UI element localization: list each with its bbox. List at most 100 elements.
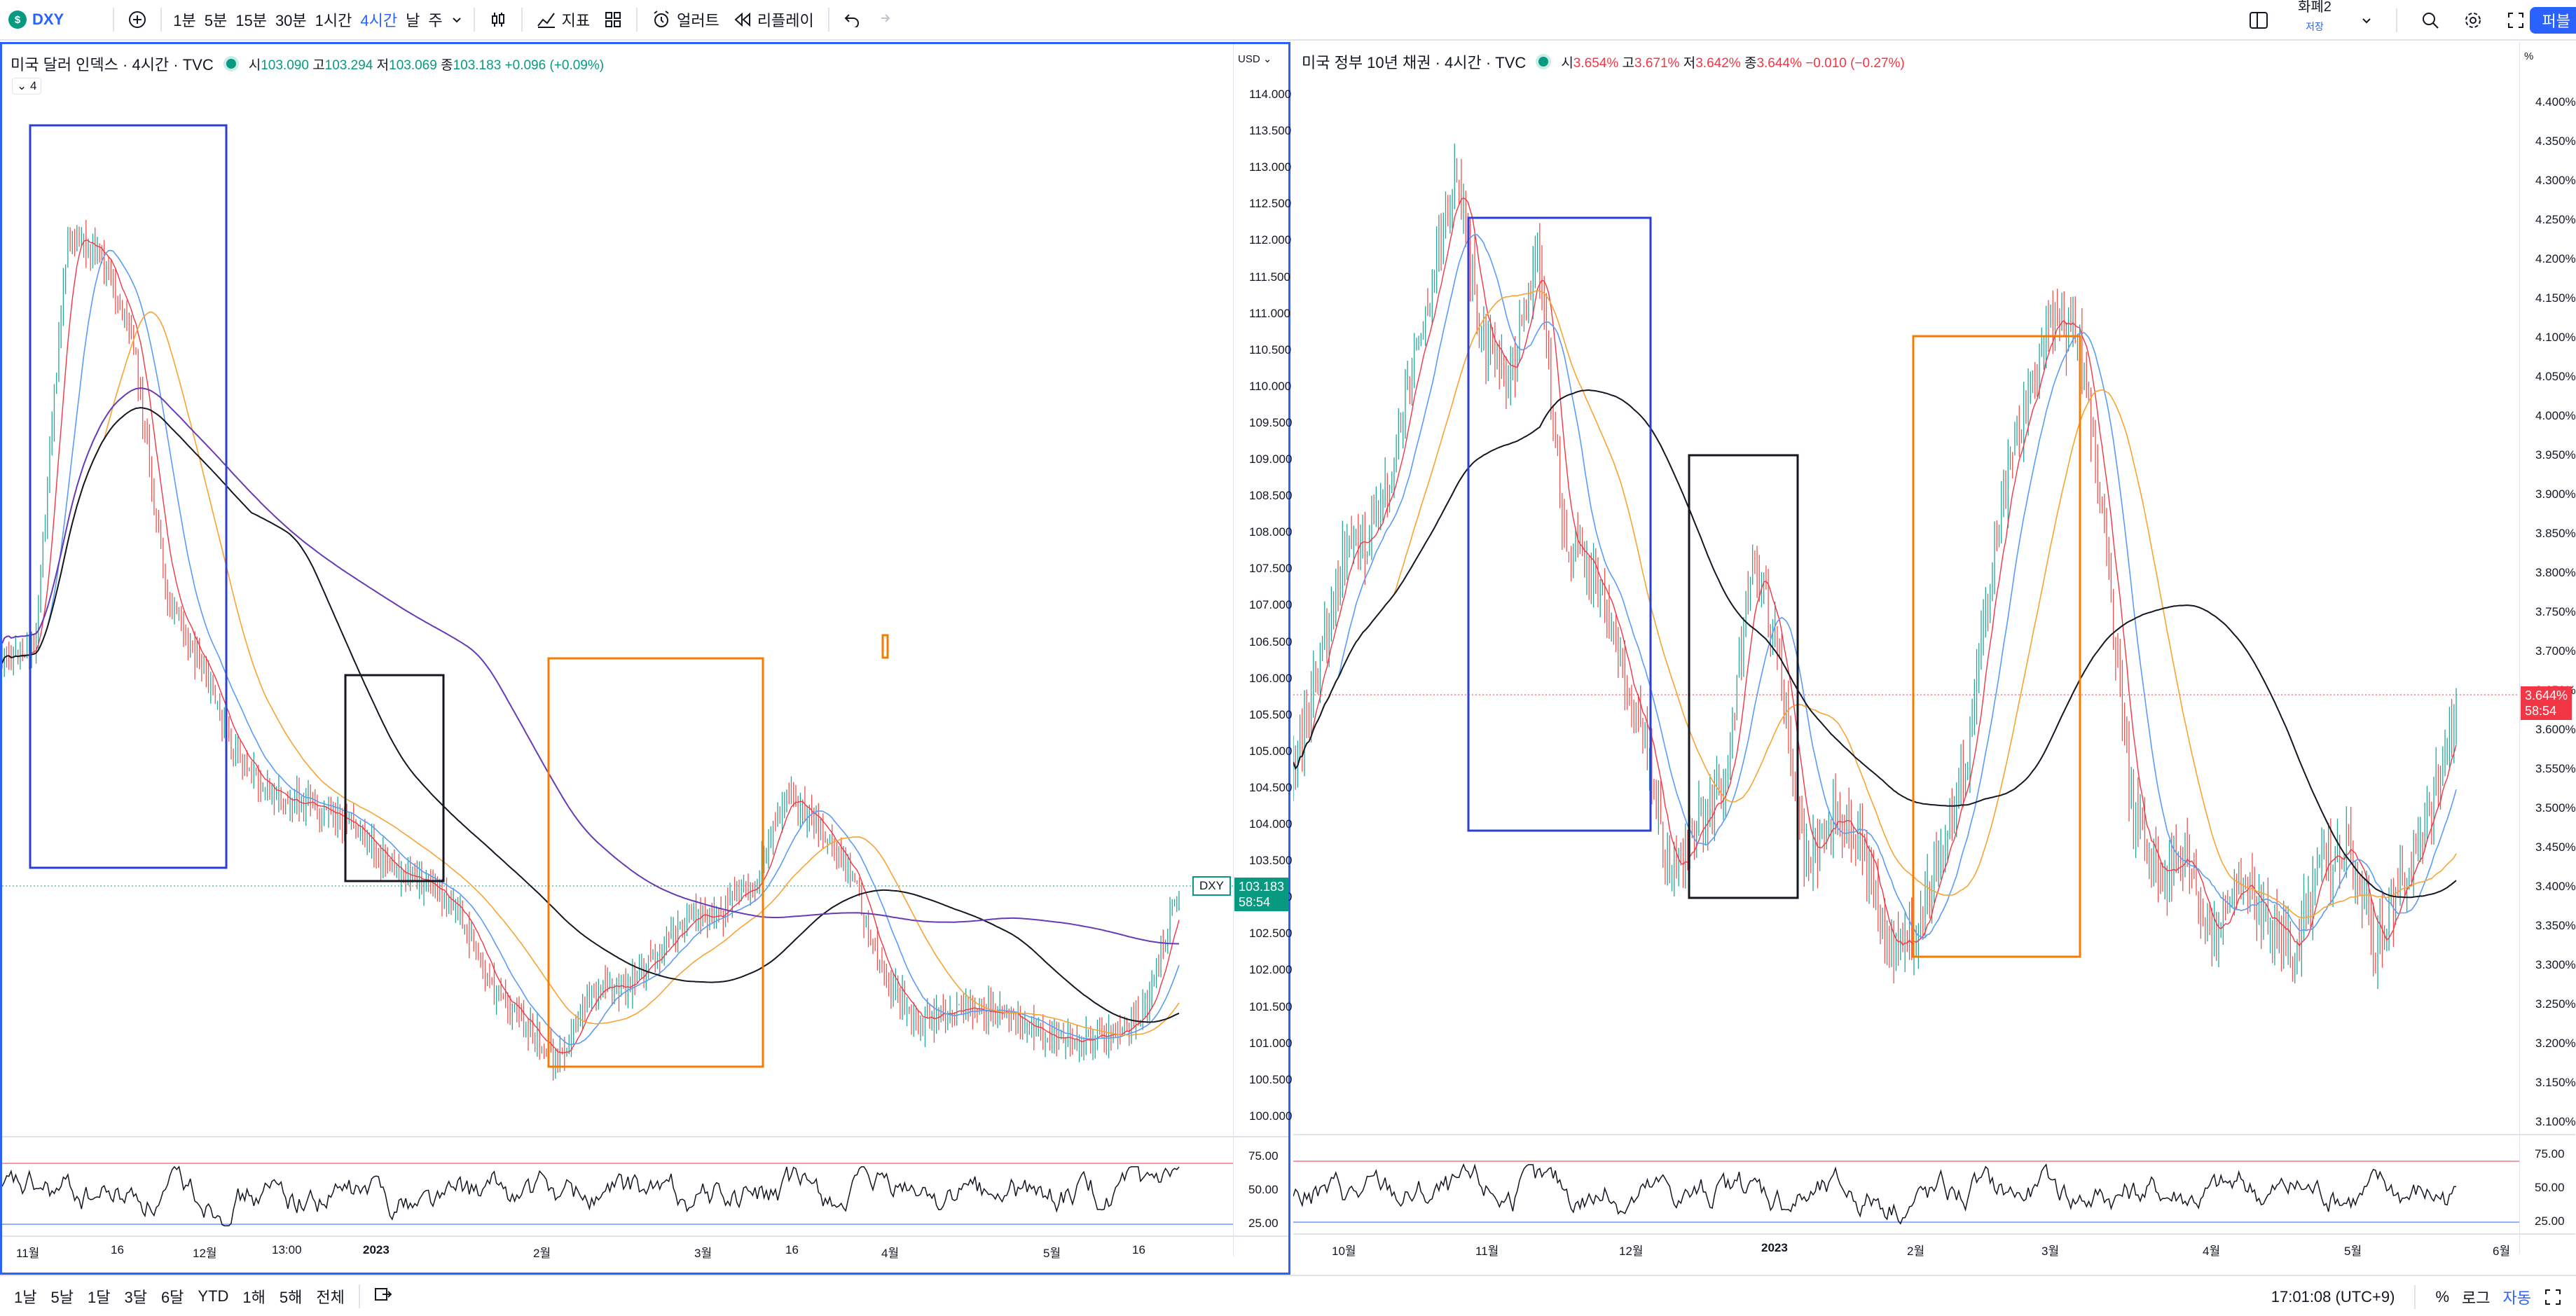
interval-15m[interactable]: 15분 (235, 12, 267, 29)
range-1d[interactable]: 1날 (14, 1288, 37, 1306)
symbol-name: DXY (32, 11, 64, 28)
interval-1h[interactable]: 1시간 (315, 12, 352, 29)
price-axis-tick: 111.500 (1249, 270, 1290, 284)
annotation-rectangle[interactable] (1912, 335, 2081, 958)
range-1m[interactable]: 1달 (87, 1288, 111, 1306)
range-5y[interactable]: 5해 (279, 1288, 303, 1306)
time-axis-tick: 5월 (1043, 1247, 1061, 1260)
price-axis-tick: 4.250% (2535, 213, 2576, 226)
annotation-rectangle[interactable] (29, 124, 228, 869)
annotation-rectangle[interactable] (547, 657, 764, 1068)
time-axis-tick: 16 (785, 1243, 799, 1256)
range-ytd[interactable]: YTD (198, 1287, 229, 1305)
price-chart[interactable] (2, 44, 1288, 1273)
layout-name-button[interactable]: 화폐2 저장 (2285, 0, 2344, 41)
chart-legend: 미국 정부 10년 채권 · 4시간 · TVC 시3.654% 고3.671%… (1302, 50, 1905, 73)
chart-type-button[interactable] (482, 0, 514, 40)
divider (358, 1284, 360, 1308)
rsi-line (2, 1165, 1180, 1226)
rsi-axis-tick: 75.00 (2535, 1147, 2565, 1161)
time-axis-tick: 2023 (1761, 1241, 1788, 1254)
templates-button[interactable] (597, 0, 629, 40)
clock-timezone[interactable]: 17:01:08 (UTC+9) (2271, 1287, 2395, 1305)
time-axis-tick: 2월 (533, 1247, 551, 1260)
currency-select[interactable]: USD ⌄ (1238, 53, 1272, 65)
annotation-rectangle[interactable] (1688, 454, 1799, 899)
price-axis-tick: 109.000 (1249, 452, 1293, 466)
fullscreen-icon[interactable] (2544, 1288, 2562, 1306)
last-price-value: 103.183 (1239, 880, 1285, 894)
search-button[interactable] (2414, 0, 2446, 41)
interval-5m[interactable]: 5분 (204, 12, 228, 29)
time-axis-tick: 11월 (1475, 1245, 1499, 1258)
currency-select[interactable]: % (2524, 50, 2534, 62)
settings-button[interactable] (2456, 0, 2490, 41)
price-axis-tick: 113.000 (1249, 160, 1292, 174)
interval-1m[interactable]: 1분 (173, 12, 196, 29)
price-axis-tick: 3.600% (2535, 723, 2576, 736)
bottom-right-controls: 17:01:08 (UTC+9) % 로그 자동 (2271, 1276, 2562, 1316)
indicator-collapse-button[interactable]: ⌄ 4 (12, 78, 42, 95)
bar-countdown: 58:54 (2525, 704, 2557, 718)
replay-button[interactable]: 리플레이 (726, 0, 821, 40)
interval-1w[interactable]: 주 (428, 12, 443, 29)
redo-button[interactable] (867, 0, 898, 40)
price-chart[interactable] (1293, 42, 2576, 1275)
price-axis-tick: 4.000% (2535, 409, 2576, 422)
ohlc-values: 시3.654% 고3.671% 저3.642% 종3.644% −0.010 (… (1561, 55, 1905, 71)
price-axis-tick: 111.000 (1249, 306, 1290, 320)
price-axis[interactable]: USD ⌄ 114.000 113.500 113.000 112.500 112.00… (1233, 44, 1293, 1256)
interval-30m[interactable]: 30분 (275, 12, 307, 29)
moving-average-line (2, 311, 1180, 1036)
range-5d[interactable]: 5날 (50, 1288, 74, 1306)
price-axis-tick: 3.700% (2535, 644, 2576, 658)
auto-scale-toggle[interactable]: 자동 (2502, 1289, 2531, 1307)
goto-date-button[interactable] (367, 1286, 399, 1307)
indicators-button[interactable]: 지표 (530, 0, 597, 40)
divider (113, 8, 115, 32)
percent-toggle[interactable]: % (2435, 1287, 2450, 1305)
price-axis-tick: 112.500 (1249, 197, 1292, 211)
publish-button[interactable]: 퍼블 (2529, 7, 2576, 34)
undo-button[interactable] (836, 0, 867, 40)
annotation-rectangle[interactable] (344, 674, 445, 882)
annotation-rectangle[interactable] (1467, 216, 1652, 832)
compare-button[interactable] (121, 0, 153, 40)
rsi-axis-tick: 25.00 (2535, 1214, 2565, 1228)
last-price-label: 3.644% 58:54 (2521, 686, 2572, 720)
grid-icon (605, 12, 621, 27)
alert-button[interactable]: 얼러트 (645, 0, 726, 40)
chevron-down-icon (2362, 18, 2371, 24)
price-axis-tick: 103.500 (1249, 854, 1293, 868)
alert-label: 얼러트 (677, 12, 719, 29)
chart-title[interactable]: 미국 달러 인덱스 · 4시간 · TVC (11, 56, 214, 74)
range-1y[interactable]: 1해 (242, 1288, 266, 1306)
range-all[interactable]: 전체 (316, 1288, 345, 1306)
layout-toggle-button[interactable] (2242, 0, 2275, 41)
interval-4h[interactable]: 4시간 (360, 12, 398, 29)
moving-average-line (1293, 197, 2457, 947)
range-3m[interactable]: 3달 (124, 1288, 147, 1306)
rsi-axis-tick: 25.00 (1248, 1217, 1279, 1230)
chart-pane-dxy[interactable]: 미국 달러 인덱스 · 4시간 · TVC 시103.090 고103.294 … (0, 42, 1293, 1275)
symbol-search[interactable]: $ DXY (0, 0, 71, 40)
price-axis-tick: 3.300% (2535, 958, 2576, 971)
annotation-rectangle[interactable] (881, 634, 889, 659)
price-axis-tick: 105.500 (1249, 707, 1293, 721)
indicators-icon (537, 13, 555, 28)
price-axis-tick: 4.350% (2535, 134, 2576, 148)
chart-pane-us10y[interactable]: 미국 정부 10년 채권 · 4시간 · TVC 시3.654% 고3.671%… (1293, 42, 2576, 1275)
layout-icon (2250, 12, 2268, 29)
interval-1d[interactable]: 날 (406, 12, 420, 29)
log-toggle[interactable]: 로그 (2462, 1289, 2491, 1307)
market-open-icon (1538, 57, 1549, 67)
layout-dropdown[interactable] (2354, 0, 2379, 41)
price-axis-tick: 3.150% (2535, 1076, 2576, 1089)
price-axis[interactable]: % 4.400% 4.350% 4.300% 4.250% 4.200% 4.150% 4.… (2519, 42, 2576, 1254)
interval-dropdown[interactable] (447, 0, 467, 40)
price-axis-tick: 112.000 (1249, 233, 1292, 247)
range-6m[interactable]: 6달 (160, 1288, 184, 1306)
fullscreen-button[interactable] (2500, 0, 2532, 41)
divider (636, 8, 638, 32)
chart-title[interactable]: 미국 정부 10년 채권 · 4시간 · TVC (1302, 54, 1527, 71)
